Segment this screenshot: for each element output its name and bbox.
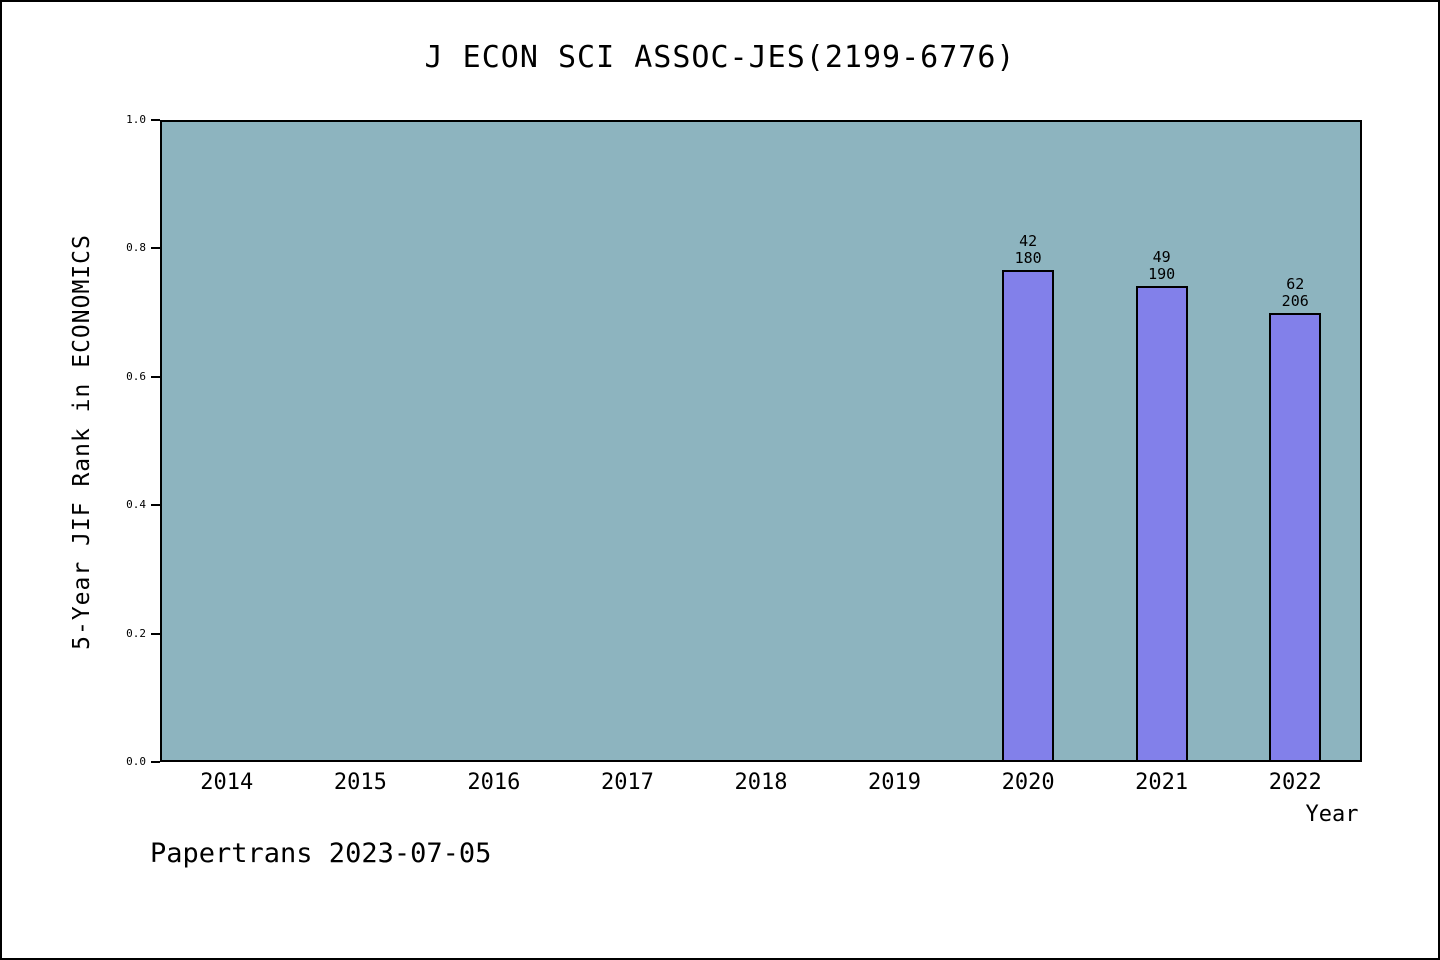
y-tick-mark	[151, 632, 160, 635]
y-tick-label: 1.0	[126, 113, 146, 126]
y-tick-mark	[151, 247, 160, 250]
y-tick-mark	[151, 504, 160, 507]
x-tick-label: 2016	[467, 770, 521, 795]
y-axis-label: 5-Year JIF Rank in ECONOMICS	[69, 234, 95, 650]
bar-total: 206	[1281, 292, 1309, 311]
chart-title: J ECON SCI ASSOC-JES(2199-6776)	[424, 40, 1016, 75]
x-tick-label: 2017	[600, 770, 654, 795]
y-tick-mark	[151, 119, 160, 121]
x-tick-label: 2015	[333, 770, 387, 795]
x-tick-label: 2020	[1001, 770, 1055, 795]
y-tick-mark	[151, 761, 160, 763]
x-axis-label: Year	[1305, 802, 1359, 827]
bar-2020	[1002, 269, 1055, 762]
bar-rank: 42	[1019, 231, 1038, 250]
y-tick-mark	[151, 375, 160, 378]
bar-value-label-2020: 42 180	[1014, 231, 1042, 267]
bar-total: 190	[1148, 264, 1176, 283]
bar-2022	[1269, 313, 1322, 762]
x-tick-label: 2018	[734, 770, 788, 795]
y-tick-label: 0.2	[126, 626, 146, 640]
bar-value-label-2022: 62 206	[1282, 276, 1309, 310]
bar-total: 180	[1014, 248, 1042, 267]
bar-rank: 49	[1152, 247, 1171, 266]
bar-2021	[1135, 285, 1188, 762]
y-tick-label: 0.0	[126, 755, 146, 768]
bar-value-label-2021: 49 190	[1148, 247, 1176, 283]
footer-watermark: Papertrans 2023-07-05	[150, 838, 492, 869]
bar-rank: 62	[1286, 275, 1305, 294]
x-tick-label: 2019	[868, 770, 922, 795]
x-tick-label: 2021	[1135, 770, 1189, 795]
y-tick-label: 0.8	[126, 241, 146, 255]
x-tick-label: 2022	[1268, 770, 1322, 795]
x-tick-label: 2014	[200, 770, 254, 795]
y-tick-label: 0.6	[126, 369, 146, 383]
y-tick-label: 0.4	[126, 498, 146, 512]
